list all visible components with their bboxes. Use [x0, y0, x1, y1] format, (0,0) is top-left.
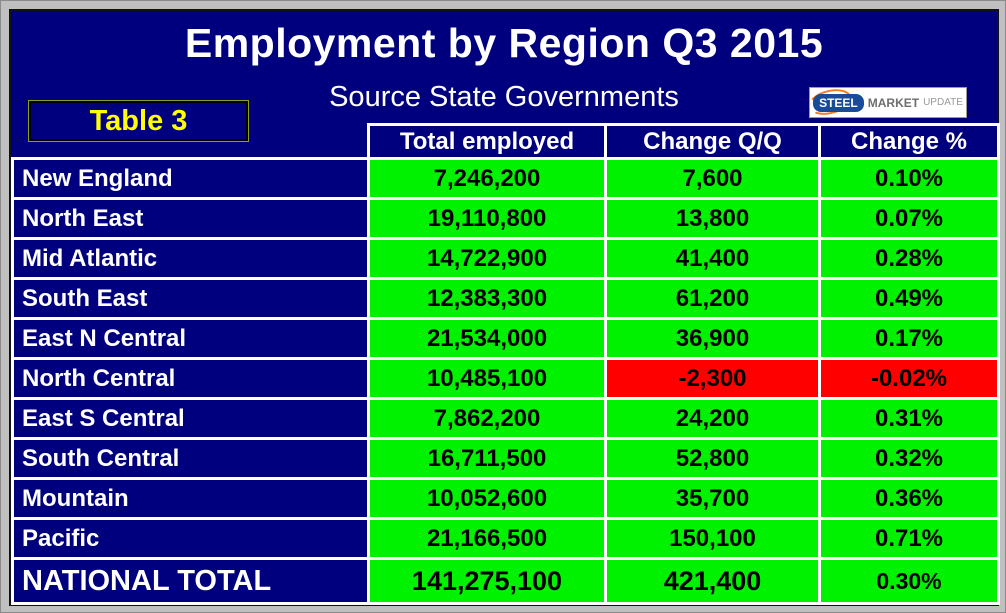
- table-header-row: Total employed Change Q/Q Change %: [12, 123, 1000, 160]
- region-cell: North East: [11, 197, 370, 240]
- total-employed-cell: 14,722,900: [367, 237, 607, 280]
- change-pct-cell: 0.10%: [818, 157, 1000, 200]
- steel-market-update-logo: STEEL MARKET UPDATE: [809, 87, 967, 118]
- region-cell: Mid Atlantic: [11, 237, 370, 280]
- change-pct-cell: 0.17%: [818, 317, 1000, 360]
- table-row: Mid Atlantic 14,722,900 41,400 0.28%: [11, 237, 1000, 280]
- change-pct-cell: 0.30%: [818, 557, 1000, 605]
- total-employed-cell: 10,485,100: [367, 357, 607, 400]
- change-pct-cell: 0.31%: [818, 397, 1000, 440]
- change-qq-cell: 52,800: [604, 437, 821, 480]
- table-row: North Central 10,485,100 -2,300 -0.02%: [11, 357, 1000, 400]
- change-qq-cell: 35,700: [604, 477, 821, 520]
- logo-update-text: UPDATE: [923, 97, 963, 108]
- page-title: Employment by Region Q3 2015: [184, 20, 824, 66]
- change-pct-cell: 0.32%: [818, 437, 1000, 480]
- logo-steel-text: STEEL: [813, 93, 864, 112]
- table-total-row: NATIONAL TOTAL 141,275,100 421,400 0.30%: [11, 557, 1000, 605]
- change-qq-cell: 24,200: [604, 397, 821, 440]
- change-pct-cell: 0.71%: [818, 517, 1000, 560]
- region-cell: South Central: [11, 437, 370, 480]
- table-row: South East 12,383,300 61,200 0.49%: [11, 277, 1000, 320]
- change-qq-cell: 7,600: [604, 157, 821, 200]
- table-row: New England 7,246,200 7,600 0.10%: [11, 157, 1000, 200]
- total-employed-cell: 10,052,600: [367, 477, 607, 520]
- table-row: North East 19,110,800 13,800 0.07%: [11, 197, 1000, 240]
- total-employed-cell: 16,711,500: [367, 437, 607, 480]
- slide-background: Employment by Region Q3 2015 Source Stat…: [9, 9, 1000, 606]
- region-cell: East S Central: [11, 397, 370, 440]
- change-pct-cell: 0.36%: [818, 477, 1000, 520]
- region-cell: NATIONAL TOTAL: [11, 557, 370, 605]
- change-qq-cell: 41,400: [604, 237, 821, 280]
- change-qq-cell: 150,100: [604, 517, 821, 560]
- employment-table-body: New England 7,246,200 7,600 0.10% North East…: [11, 157, 1000, 605]
- change-pct-cell: 0.49%: [818, 277, 1000, 320]
- region-cell: Pacific: [11, 517, 370, 560]
- page-subtitle: Source State Governments: [329, 81, 679, 113]
- table-row: South Central 16,711,500 52,800 0.32%: [11, 437, 1000, 480]
- total-employed-cell: 21,166,500: [367, 517, 607, 560]
- change-qq-cell: 36,900: [604, 317, 821, 360]
- change-pct-cell: -0.02%: [818, 357, 1000, 400]
- region-cell: Mountain: [11, 477, 370, 520]
- change-qq-cell: 421,400: [604, 557, 821, 605]
- change-pct-cell: 0.07%: [818, 197, 1000, 240]
- table-row: East N Central 21,534,000 36,900 0.17%: [11, 317, 1000, 360]
- table-row: East S Central 7,862,200 24,200 0.31%: [11, 397, 1000, 440]
- change-qq-cell: 61,200: [604, 277, 821, 320]
- total-employed-cell: 7,862,200: [367, 397, 607, 440]
- total-employed-cell: 21,534,000: [367, 317, 607, 360]
- table-number-label: Table 3: [28, 100, 249, 142]
- total-employed-cell: 19,110,800: [367, 197, 607, 240]
- change-qq-cell: 13,800: [604, 197, 821, 240]
- total-employed-cell: 7,246,200: [367, 157, 607, 200]
- total-employed-cell: 12,383,300: [367, 277, 607, 320]
- region-cell: South East: [11, 277, 370, 320]
- logo-steel-badge: STEEL: [813, 93, 864, 112]
- region-cell: East N Central: [11, 317, 370, 360]
- region-cell: North Central: [11, 357, 370, 400]
- column-header-total-employed: Total employed: [367, 123, 607, 160]
- table-row: Pacific 21,166,500 150,100 0.71%: [11, 517, 1000, 560]
- column-header-change-pct: Change %: [818, 123, 1000, 160]
- change-qq-cell: -2,300: [604, 357, 821, 400]
- table-row: Mountain 10,052,600 35,700 0.36%: [11, 477, 1000, 520]
- region-cell: New England: [11, 157, 370, 200]
- employment-table: Total employed Change Q/Q Change % New E…: [11, 123, 1000, 605]
- change-pct-cell: 0.28%: [818, 237, 1000, 280]
- total-employed-cell: 141,275,100: [367, 557, 607, 605]
- logo-market-text: MARKET: [867, 95, 920, 110]
- column-header-change-qq: Change Q/Q: [604, 123, 821, 160]
